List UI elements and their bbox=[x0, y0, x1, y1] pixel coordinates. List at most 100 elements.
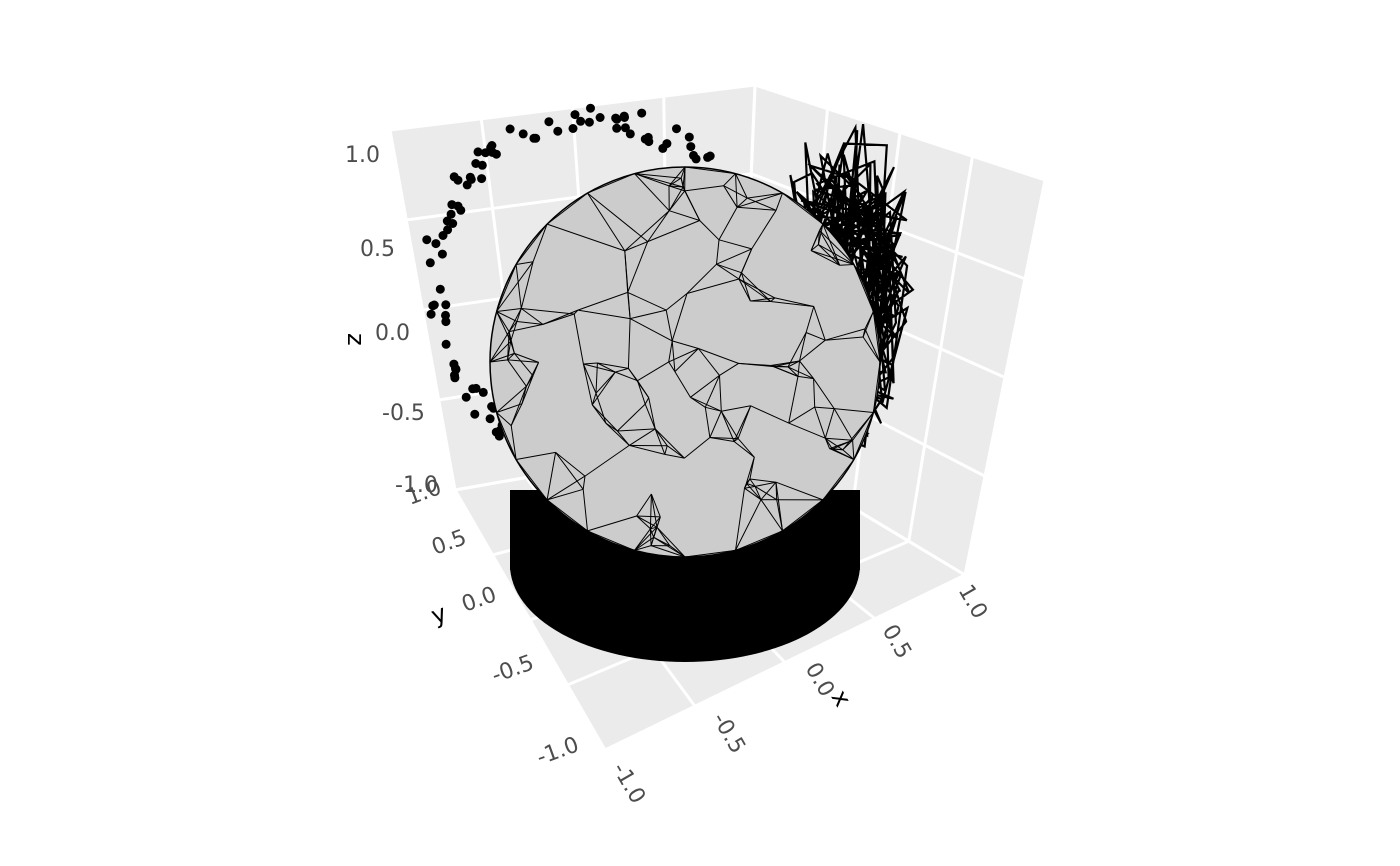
mesh-edge bbox=[872, 311, 881, 363]
data-point bbox=[658, 143, 668, 153]
mesh-edge bbox=[582, 489, 588, 531]
x-tick-label: 1.0 bbox=[953, 581, 992, 624]
mesh-edge bbox=[719, 375, 722, 412]
mesh-edge bbox=[684, 437, 711, 459]
mesh-edge bbox=[674, 371, 691, 398]
mesh-edge bbox=[716, 263, 742, 274]
mesh-edge bbox=[650, 526, 658, 530]
data-point bbox=[595, 113, 605, 122]
mesh-edge bbox=[668, 185, 685, 192]
mesh-edge bbox=[508, 308, 522, 332]
mesh-edge bbox=[617, 403, 646, 432]
mesh-edge bbox=[709, 437, 735, 442]
mesh-edge bbox=[797, 375, 814, 380]
mesh-edge bbox=[587, 515, 637, 532]
mesh-edge bbox=[489, 341, 511, 363]
data-point bbox=[570, 110, 580, 120]
mesh-edge bbox=[799, 332, 807, 362]
grid-line bbox=[604, 573, 966, 752]
data-point bbox=[437, 249, 447, 259]
mesh-edge bbox=[637, 380, 646, 405]
mesh-edge bbox=[546, 223, 625, 252]
data-point bbox=[620, 123, 630, 133]
mesh-edge bbox=[723, 185, 748, 199]
z-axis-title: z bbox=[342, 333, 370, 346]
data-point bbox=[471, 383, 481, 393]
data-point bbox=[518, 129, 528, 139]
mesh-edge bbox=[813, 378, 816, 408]
mesh-edge bbox=[516, 451, 556, 460]
mesh-edge bbox=[825, 437, 853, 441]
mesh-edge bbox=[627, 241, 649, 293]
mesh-edge bbox=[686, 278, 740, 294]
mesh-edge bbox=[489, 359, 508, 363]
mesh-edge bbox=[709, 411, 722, 438]
mesh-edge bbox=[872, 361, 881, 413]
mesh-edge bbox=[720, 410, 739, 439]
mesh-edge bbox=[597, 362, 629, 369]
mesh-edge bbox=[507, 359, 527, 387]
mesh-edge bbox=[507, 353, 515, 361]
z-tick-label: -0.5 bbox=[382, 401, 425, 426]
mesh-edge bbox=[744, 487, 762, 501]
mesh-edge bbox=[636, 515, 661, 518]
mesh-edge bbox=[754, 485, 777, 501]
mesh-edge bbox=[573, 313, 584, 365]
y-tick-label: 0.0 bbox=[459, 582, 500, 617]
mesh-edge bbox=[741, 272, 772, 302]
mesh-edge bbox=[705, 406, 722, 412]
mesh-edge bbox=[839, 264, 854, 266]
mesh-edge bbox=[629, 444, 665, 455]
mesh-edge bbox=[733, 438, 739, 442]
mesh-edge bbox=[686, 263, 717, 294]
data-point bbox=[456, 205, 466, 215]
mesh-edge bbox=[735, 530, 783, 551]
mesh-edge bbox=[653, 536, 686, 558]
data-point bbox=[640, 134, 650, 144]
mesh-edge bbox=[515, 223, 548, 265]
mesh-edge bbox=[489, 352, 515, 363]
mesh-edge bbox=[813, 306, 826, 341]
mesh-edge bbox=[690, 396, 706, 408]
data-point bbox=[426, 309, 436, 319]
mesh-edge bbox=[698, 348, 720, 376]
mesh-edge bbox=[760, 499, 783, 532]
data-point bbox=[465, 172, 475, 182]
grid-line bbox=[907, 156, 974, 542]
mesh-edge bbox=[824, 408, 835, 439]
mesh-edge bbox=[584, 444, 630, 477]
mesh-edge bbox=[810, 250, 840, 266]
mesh-edge bbox=[546, 475, 586, 501]
mesh-edge bbox=[546, 452, 557, 500]
mesh-edge bbox=[738, 362, 774, 368]
mesh-edge bbox=[718, 239, 752, 250]
mesh-edge bbox=[738, 272, 742, 280]
mesh-edge bbox=[749, 478, 756, 487]
mesh-edge bbox=[825, 336, 864, 341]
mesh-edge bbox=[649, 528, 652, 546]
data-point bbox=[691, 154, 701, 164]
mesh-edge bbox=[747, 192, 783, 199]
mesh-edge bbox=[822, 223, 841, 266]
mesh-edge bbox=[671, 293, 688, 342]
mesh-edge bbox=[654, 428, 668, 446]
mesh-edge bbox=[644, 397, 650, 405]
mesh-edge bbox=[669, 210, 700, 221]
mesh-edge bbox=[671, 340, 676, 372]
mesh-edge bbox=[521, 308, 544, 325]
mesh-edge bbox=[824, 437, 833, 450]
mesh-edge bbox=[510, 386, 527, 426]
data-point bbox=[473, 147, 483, 157]
data-point bbox=[470, 409, 480, 419]
mesh-edge bbox=[782, 499, 824, 532]
mesh-edge bbox=[788, 406, 815, 424]
mesh-edge bbox=[532, 362, 540, 376]
mesh-edge bbox=[775, 482, 783, 531]
mesh-edge bbox=[733, 405, 752, 442]
mesh-edge bbox=[819, 230, 855, 265]
mesh-edge bbox=[617, 430, 630, 446]
mesh-edge bbox=[825, 328, 866, 341]
mesh-edge bbox=[644, 403, 656, 430]
mesh-edge bbox=[737, 206, 777, 211]
